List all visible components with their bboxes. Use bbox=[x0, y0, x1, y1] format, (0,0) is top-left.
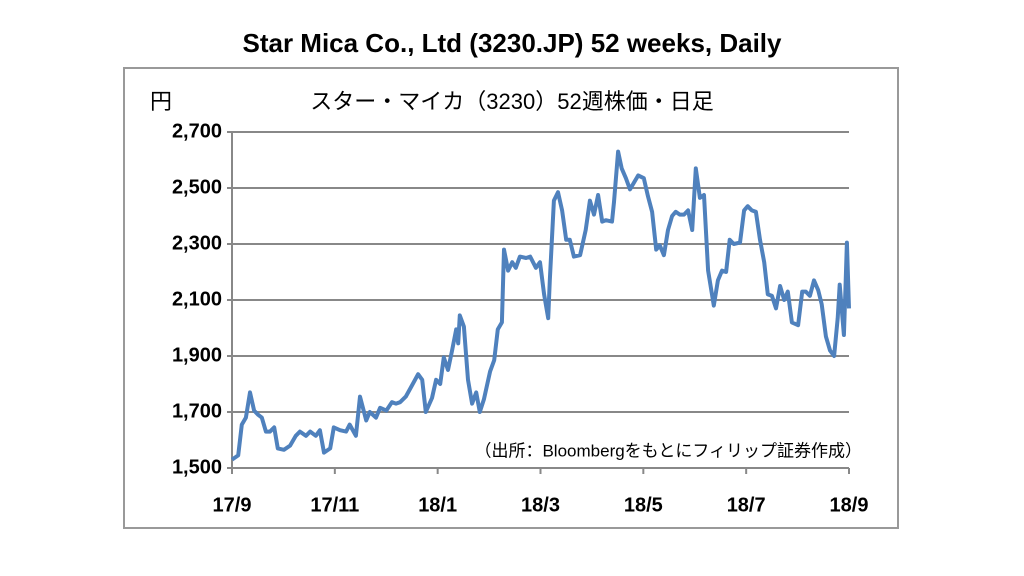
chart-subtitle: スター・マイカ（3230）52週株価・日足 bbox=[310, 89, 713, 114]
y-unit: 円 bbox=[150, 89, 172, 114]
x-tick-label: 18/3 bbox=[521, 494, 560, 516]
y-tick-label: 2,700 bbox=[172, 120, 222, 142]
source-note: （出所：Bloombergをもとにフィリップ証券作成） bbox=[474, 441, 862, 460]
x-tick-label: 18/1 bbox=[418, 494, 457, 516]
x-tick-label: 17/9 bbox=[213, 494, 252, 516]
y-tick-label: 2,500 bbox=[172, 176, 222, 198]
chart-frame bbox=[123, 67, 899, 529]
price-line bbox=[230, 149, 851, 462]
y-tick-label: 2,100 bbox=[172, 288, 222, 310]
y-tick-label: 1,700 bbox=[172, 400, 222, 422]
y-tick-label: 1,500 bbox=[172, 456, 222, 478]
x-tick-label: 18/5 bbox=[624, 494, 663, 516]
chart-title: Star Mica Co., Ltd (3230.JP) 52 weeks, D… bbox=[242, 28, 782, 58]
x-tick-label: 18/9 bbox=[830, 494, 869, 516]
y-tick-label: 2,300 bbox=[172, 232, 222, 254]
x-tick-label: 17/11 bbox=[310, 494, 359, 516]
x-tick-label: 18/7 bbox=[727, 494, 766, 516]
y-tick-label: 1,900 bbox=[172, 344, 222, 366]
